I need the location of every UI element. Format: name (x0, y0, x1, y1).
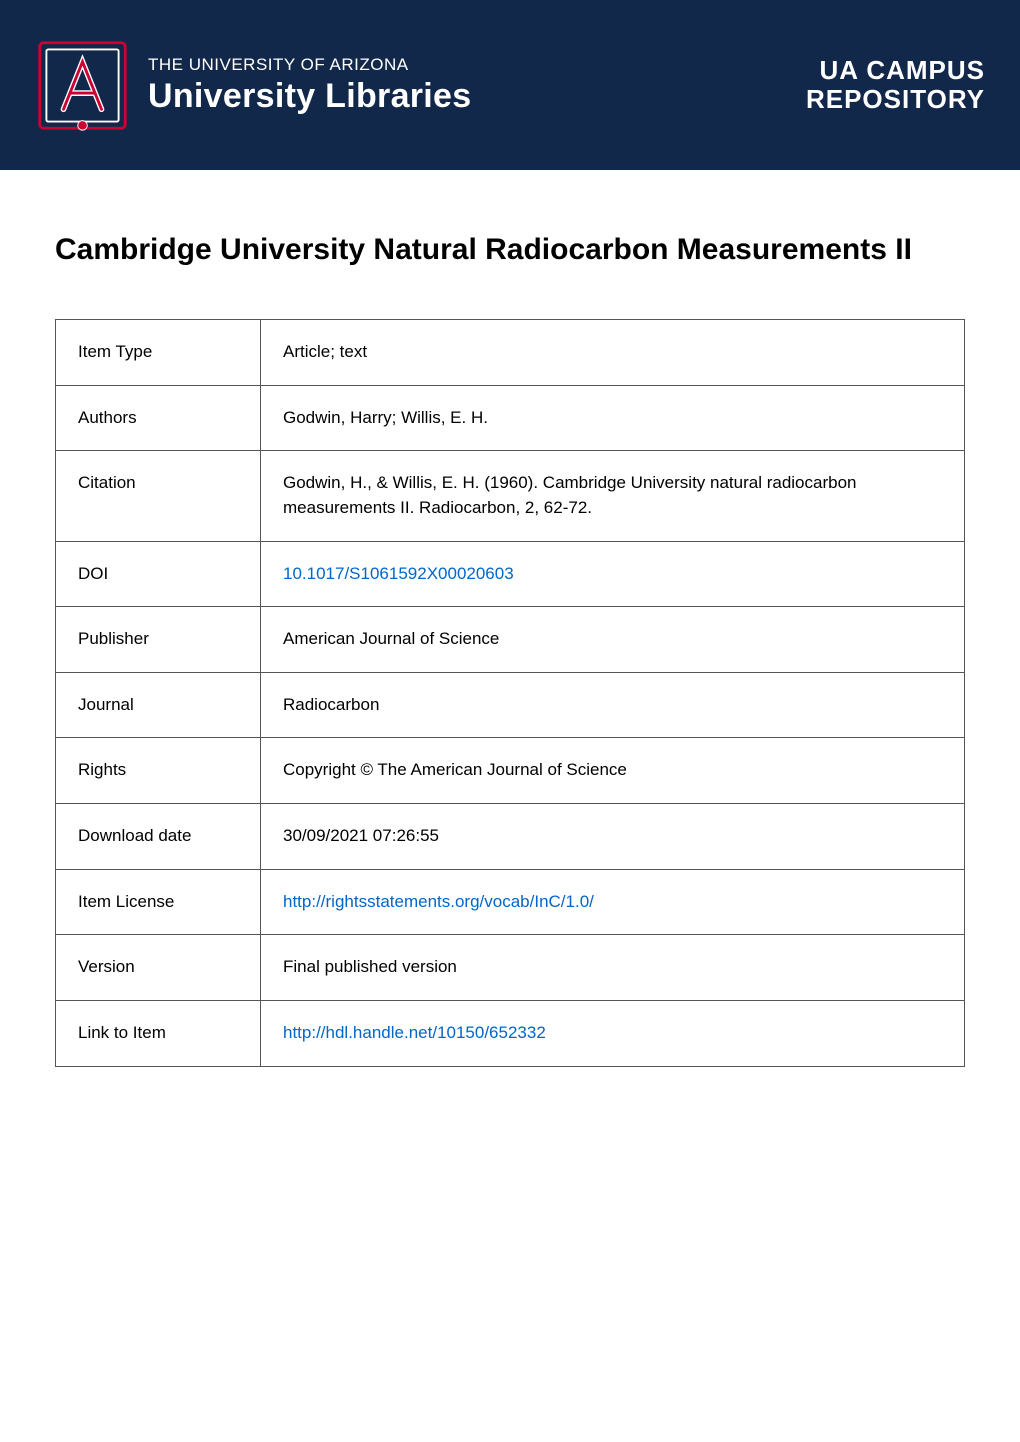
table-row: VersionFinal published version (56, 935, 965, 1001)
metadata-value[interactable]: 10.1017/S1061592X00020603 (261, 541, 965, 607)
metadata-value[interactable]: http://rightsstatements.org/vocab/InC/1.… (261, 869, 965, 935)
metadata-value: 30/09/2021 07:26:55 (261, 804, 965, 870)
metadata-link[interactable]: http://hdl.handle.net/10150/652332 (283, 1023, 546, 1042)
metadata-value: Article; text (261, 320, 965, 386)
metadata-value: Copyright © The American Journal of Scie… (261, 738, 965, 804)
table-row: RightsCopyright © The American Journal o… (56, 738, 965, 804)
metadata-label: DOI (56, 541, 261, 607)
header-banner: THE UNIVERSITY OF ARIZONA University Lib… (0, 0, 1020, 170)
header-text-block: THE UNIVERSITY OF ARIZONA University Lib… (148, 55, 471, 116)
metadata-link[interactable]: 10.1017/S1061592X00020603 (283, 564, 514, 583)
metadata-label: Journal (56, 672, 261, 738)
metadata-label: Item Type (56, 320, 261, 386)
university-name: THE UNIVERSITY OF ARIZONA (148, 55, 471, 75)
metadata-label: Link to Item (56, 1001, 261, 1067)
metadata-table: Item TypeArticle; textAuthorsGodwin, Har… (55, 319, 965, 1067)
university-logo (35, 38, 130, 133)
metadata-label: Item License (56, 869, 261, 935)
table-row: JournalRadiocarbon (56, 672, 965, 738)
metadata-label: Authors (56, 385, 261, 451)
header-left: THE UNIVERSITY OF ARIZONA University Lib… (35, 38, 471, 133)
metadata-label: Download date (56, 804, 261, 870)
campus-text-line2: REPOSITORY (806, 85, 985, 114)
metadata-label: Publisher (56, 607, 261, 673)
libraries-title: University Libraries (148, 77, 471, 116)
metadata-label: Rights (56, 738, 261, 804)
table-row: PublisherAmerican Journal of Science (56, 607, 965, 673)
metadata-value: Godwin, H., & Willis, E. H. (1960). Camb… (261, 451, 965, 541)
metadata-label: Citation (56, 451, 261, 541)
header-right: UA CAMPUS REPOSITORY (806, 56, 985, 113)
table-row: DOI 10.1017/S1061592X00020603 (56, 541, 965, 607)
metadata-label: Version (56, 935, 261, 1001)
arizona-logo-icon (35, 38, 130, 133)
metadata-value: Godwin, Harry; Willis, E. H. (261, 385, 965, 451)
page-title: Cambridge University Natural Radiocarbon… (0, 170, 1020, 319)
table-row: CitationGodwin, H., & Willis, E. H. (196… (56, 451, 965, 541)
table-row: Item TypeArticle; text (56, 320, 965, 386)
metadata-value: Radiocarbon (261, 672, 965, 738)
metadata-table-body: Item TypeArticle; textAuthorsGodwin, Har… (56, 320, 965, 1067)
campus-text-line1: UA CAMPUS (806, 56, 985, 85)
table-row: Item License http://rightsstatements.org/… (56, 869, 965, 935)
metadata-value: Final published version (261, 935, 965, 1001)
table-row: Link to Item http://hdl.handle.net/10150/… (56, 1001, 965, 1067)
table-row: Download date30/09/2021 07:26:55 (56, 804, 965, 870)
metadata-link[interactable]: http://rightsstatements.org/vocab/InC/1.… (283, 892, 594, 911)
metadata-value[interactable]: http://hdl.handle.net/10150/652332 (261, 1001, 965, 1067)
table-row: AuthorsGodwin, Harry; Willis, E. H. (56, 385, 965, 451)
metadata-value: American Journal of Science (261, 607, 965, 673)
